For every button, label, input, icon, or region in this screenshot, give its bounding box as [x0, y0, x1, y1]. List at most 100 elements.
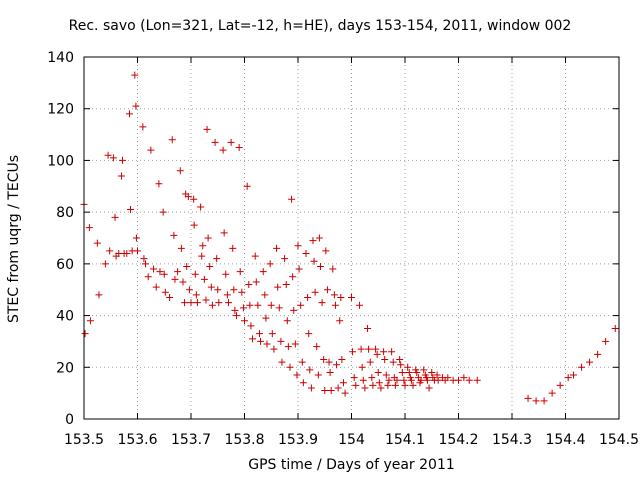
data-point [198, 252, 206, 260]
data-point [413, 368, 421, 376]
data-point [337, 293, 345, 301]
data-point [131, 71, 139, 79]
data-point [262, 314, 270, 322]
data-point [428, 368, 436, 376]
data-point [142, 260, 150, 268]
data-point [420, 366, 428, 374]
data-point [147, 146, 155, 154]
axis-ticks: 153.5 153.6 153.7 153.8 153.9 154 154.1 154.2 15… [47, 50, 639, 448]
data-point [132, 234, 140, 242]
data-point [289, 273, 297, 281]
data-point [423, 376, 431, 384]
data-point [298, 358, 306, 366]
data-point [364, 325, 372, 332]
data-point [111, 213, 119, 221]
x-tick-label: 153.8 [224, 432, 264, 448]
data-point [191, 270, 199, 278]
data-point [222, 270, 230, 278]
data-point [532, 397, 540, 405]
data-point [235, 144, 243, 151]
data-point [227, 138, 235, 146]
data-point [236, 268, 244, 276]
data-point [318, 299, 326, 307]
y-tick-label: 0 [65, 412, 74, 428]
data-point [86, 317, 94, 325]
data-point [245, 281, 253, 289]
data-point [183, 262, 191, 270]
data-point [246, 301, 254, 309]
data-point [404, 363, 412, 371]
data-point [325, 358, 333, 366]
data-point [150, 265, 158, 273]
data-point [417, 376, 425, 384]
data-point [444, 374, 452, 382]
data-point [243, 182, 251, 190]
data-point [334, 384, 342, 392]
data-point [294, 242, 302, 250]
data-point [140, 255, 148, 263]
data-point [564, 374, 572, 382]
data-point [348, 293, 355, 301]
data-point [460, 374, 468, 382]
data-point [283, 317, 291, 325]
data-point [132, 102, 140, 110]
y-tick-label: 100 [47, 153, 74, 169]
data-point [316, 262, 324, 270]
data-point [465, 376, 473, 384]
data-point [594, 350, 602, 358]
grid-lines [84, 57, 619, 419]
data-point [398, 368, 406, 376]
data-point [273, 244, 281, 252]
data-point [327, 387, 335, 395]
data-point [200, 275, 208, 283]
data-point [184, 193, 192, 201]
data-point [393, 376, 401, 384]
data-point [382, 371, 390, 379]
data-point [374, 368, 382, 376]
data-point [125, 110, 133, 118]
data-point [310, 257, 318, 265]
data-point [305, 330, 313, 338]
data-point [159, 208, 167, 216]
data-point [578, 363, 586, 371]
data-point [123, 250, 131, 258]
x-tick-label: 154 [338, 432, 365, 448]
data-point [611, 325, 619, 332]
data-point [407, 376, 415, 384]
x-tick-label: 153.9 [278, 432, 318, 448]
data-point [357, 345, 365, 353]
x-tick-label: 154.1 [385, 432, 425, 448]
data-point [366, 358, 374, 366]
y-tick-label: 20 [56, 360, 74, 376]
data-point [109, 154, 117, 162]
x-tick-label: 153.6 [117, 432, 157, 448]
data-point [223, 291, 231, 299]
data-point [299, 379, 307, 387]
data-point [127, 206, 135, 214]
data-point [405, 368, 413, 376]
data-point [473, 376, 481, 384]
data-point [309, 237, 317, 245]
y-tick-label: 140 [47, 50, 74, 66]
data-point [190, 221, 198, 229]
data-point [252, 278, 260, 286]
data-point [187, 299, 195, 307]
data-point [297, 301, 305, 309]
data-point [326, 368, 334, 376]
data-point [336, 317, 344, 325]
x-tick-label: 153.7 [171, 432, 211, 448]
data-point [304, 293, 312, 301]
data-point [548, 389, 556, 397]
data-point [174, 268, 182, 276]
data-point [263, 340, 271, 348]
data-point [238, 288, 246, 296]
data-point [333, 361, 341, 369]
data-point [152, 283, 160, 291]
data-point [320, 356, 328, 364]
data-point [314, 371, 322, 379]
data-point [93, 239, 101, 247]
x-axis-label: GPS time / Days of year 2011 [248, 457, 455, 473]
data-point [254, 301, 262, 309]
data-point [397, 361, 405, 369]
